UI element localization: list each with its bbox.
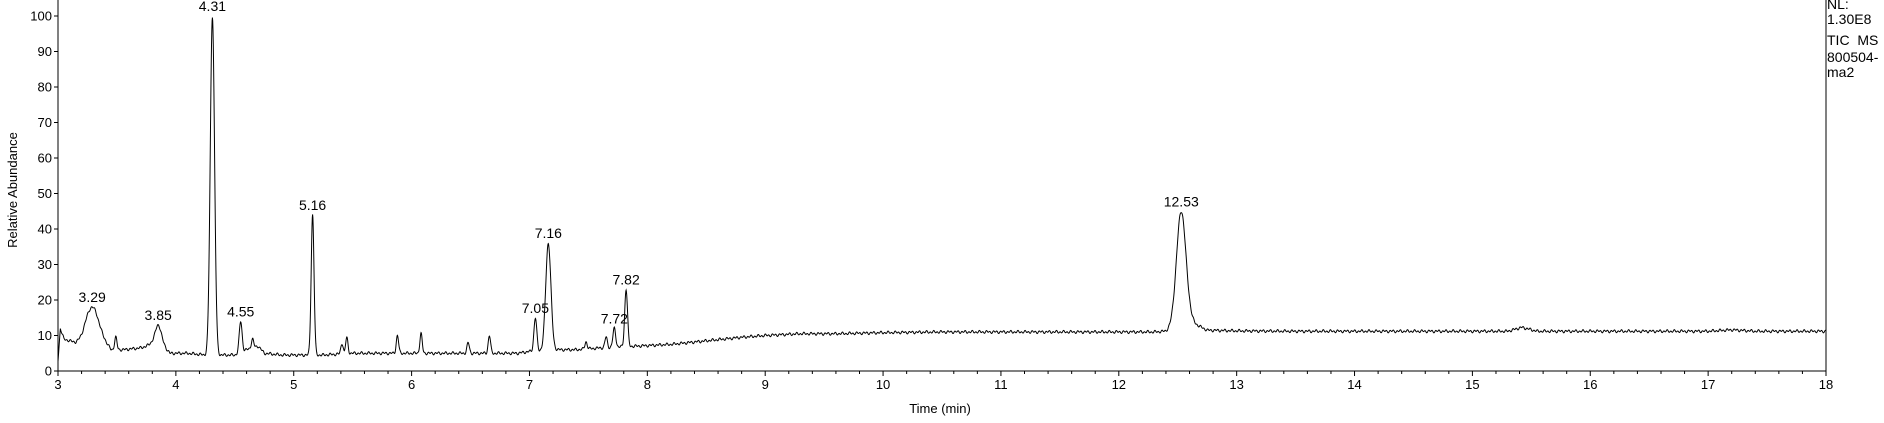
x-tick-label: 15: [1465, 377, 1479, 392]
peak-label: 7.16: [535, 225, 562, 241]
peak-label: 4.31: [199, 0, 226, 14]
x-tick-label: 7: [526, 377, 533, 392]
x-tick-label: 3: [54, 377, 61, 392]
peak-label: 7.05: [522, 300, 549, 316]
y-tick-label: 10: [38, 328, 52, 343]
info-nl: NL:: [1827, 0, 1849, 12]
peak-label: 4.55: [227, 303, 254, 319]
tic-trace: [57, 17, 1827, 362]
x-tick-label: 16: [1583, 377, 1597, 392]
x-tick-label: 9: [762, 377, 769, 392]
peak-label: 3.29: [79, 289, 106, 305]
info-scale: 1.30E8: [1827, 11, 1872, 27]
peak-label: 7.72: [601, 310, 628, 326]
y-tick-label: 80: [38, 80, 52, 95]
x-tick-label: 17: [1701, 377, 1715, 392]
y-tick-label: 40: [38, 222, 52, 237]
peak-labels: 3.29 3.85 4.31 4.55 5.16 7.05 7.16 7.72 7.82 12.5…: [79, 0, 1199, 326]
x-tick-label: 14: [1347, 377, 1361, 392]
y-tick-label: 60: [38, 151, 52, 166]
x-tick-label: 12: [1112, 377, 1126, 392]
y-tick-label: 20: [38, 293, 52, 308]
x-tick-label: 11: [994, 377, 1008, 392]
peak-label: 7.82: [612, 271, 639, 287]
y-tick-label: 100: [30, 9, 52, 24]
info-file-2: ma2: [1827, 64, 1854, 80]
y-tick-label: 30: [38, 257, 52, 272]
peak-label: 3.85: [145, 307, 172, 323]
y-axis-title: Relative Abundance: [5, 132, 20, 248]
x-tick-label: 5: [290, 377, 297, 392]
y-tick-label: 0: [45, 364, 52, 379]
x-tick-label: 18: [1819, 377, 1833, 392]
peak-label: 5.16: [299, 197, 326, 213]
y-tick-label: 70: [38, 115, 52, 130]
y-axis: 0 10 20 30 40 50 60 70 80 90 100: [30, 0, 59, 379]
info-scan-type: TIC MS: [1827, 32, 1878, 48]
x-tick-label: 4: [172, 377, 179, 392]
x-axis-title: Time (min): [909, 401, 971, 416]
x-tick-label: 8: [644, 377, 651, 392]
x-tick-label: 13: [1229, 377, 1243, 392]
info-file-1: 800504-: [1827, 49, 1879, 65]
x-tick-label: 6: [408, 377, 415, 392]
x-axis: 3 4 5 6 7 8 9 10 11 12 13 14 15 16 17 18: [54, 370, 1833, 392]
y-tick-label: 90: [38, 44, 52, 59]
x-tick-label: 10: [876, 377, 890, 392]
peak-label: 12.53: [1164, 193, 1199, 209]
y-tick-label: 50: [38, 186, 52, 201]
